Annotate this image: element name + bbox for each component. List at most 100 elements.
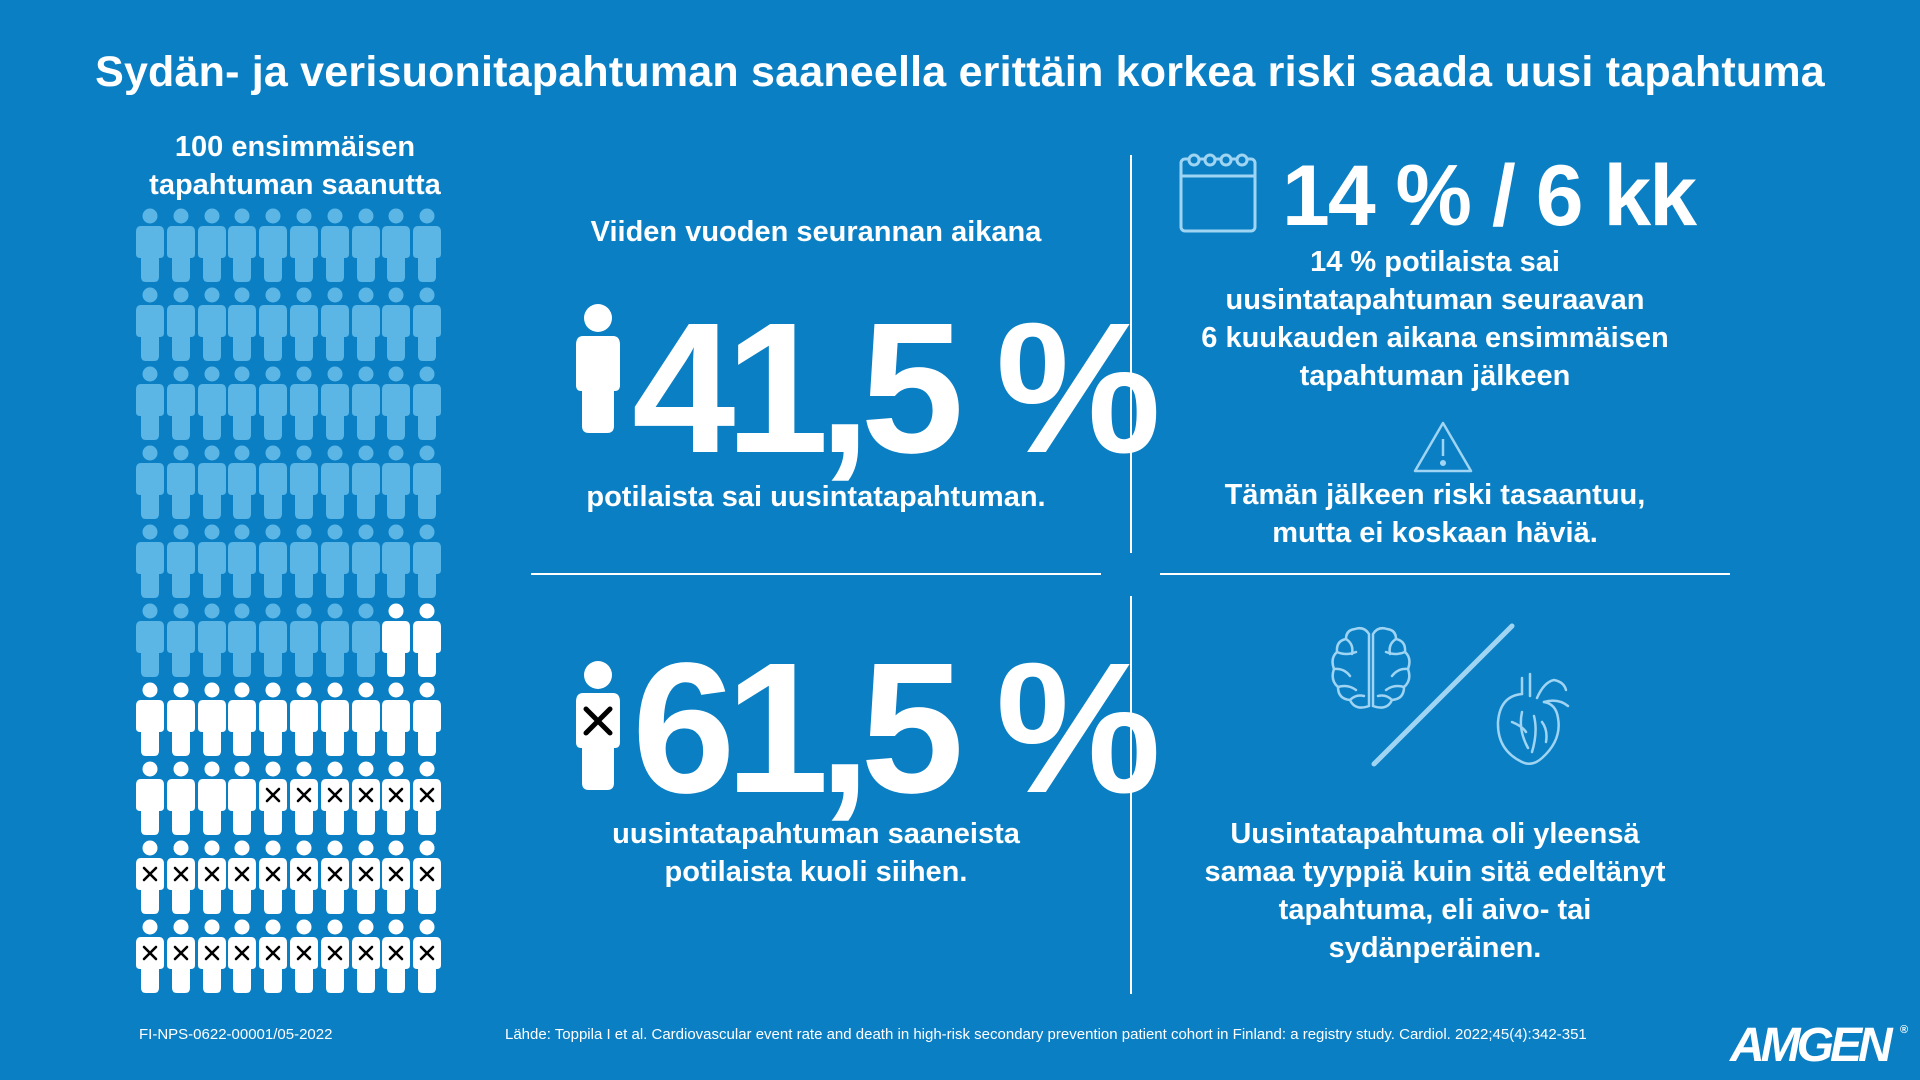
person-icon — [320, 366, 350, 440]
person-icon — [351, 524, 381, 598]
person-recurrent-icon — [258, 682, 288, 756]
person-icon — [258, 524, 288, 598]
person-icon — [197, 603, 227, 677]
person-recurrent-icon — [227, 682, 257, 756]
person-icon — [197, 208, 227, 282]
six-month-stat: 14 % / 6 kk — [1282, 148, 1697, 244]
person-icon — [258, 287, 288, 361]
type-line-3: tapahtuma, eli aivo- tai — [1278, 894, 1592, 926]
divider-horizontal-left — [531, 573, 1101, 575]
person-recurrent-icon — [135, 761, 165, 835]
person-died-icon — [289, 919, 319, 993]
person-icon — [135, 524, 165, 598]
person-icon — [227, 366, 257, 440]
person-icon — [166, 366, 196, 440]
person-died-icon — [135, 919, 165, 993]
person-recurrent-icon — [320, 682, 350, 756]
person-died-icon — [412, 761, 442, 835]
person-died-icon — [320, 840, 350, 914]
person-icon — [197, 287, 227, 361]
person-icon — [166, 603, 196, 677]
slash-divider — [1366, 622, 1516, 768]
person-died-icon — [258, 919, 288, 993]
divider-horizontal-right — [1160, 573, 1730, 575]
person-icon — [412, 208, 442, 282]
person-icon — [197, 445, 227, 519]
risk-note-line-2: mutta ei koskaan häviä. — [1272, 517, 1598, 549]
people-grid — [135, 208, 455, 1008]
person-recurrent-icon — [197, 682, 227, 756]
six-month-line-3: 6 kuukauden aikana ensimmäisen — [1201, 322, 1669, 354]
divider-vertical-bottom — [1130, 596, 1132, 994]
six-month-line-1: 14 % potilaista sai — [1310, 246, 1560, 278]
person-icon — [258, 366, 288, 440]
person-recurrent-icon — [381, 682, 411, 756]
person-died-icon — [258, 840, 288, 914]
mortality-description-line-1: uusintatapahtuman saaneista — [612, 818, 1020, 850]
person-icon — [197, 524, 227, 598]
person-icon — [412, 445, 442, 519]
person-crossed-icon — [574, 660, 622, 790]
type-description: Uusintatapahtuma oli yleensä samaa tyypp… — [1160, 815, 1710, 967]
followup-heading: Viiden vuoden seurannan aikana — [590, 216, 1042, 248]
amgen-logo: AMGEN — [1730, 1019, 1893, 1072]
document-code: FI-NPS-0622-00001/05-2022 — [139, 1026, 333, 1043]
person-icon — [227, 603, 257, 677]
person-icon — [412, 524, 442, 598]
person-icon — [166, 524, 196, 598]
heart-icon — [1492, 672, 1572, 768]
person-icon — [351, 603, 381, 677]
person-recurrent-icon — [197, 761, 227, 835]
person-icon — [320, 287, 350, 361]
risk-note-line-1: Tämän jälkeen riski tasaantuu, — [1224, 479, 1646, 511]
divider-vertical-top — [1130, 155, 1132, 553]
person-icon — [227, 287, 257, 361]
person-icon — [351, 287, 381, 361]
person-recurrent-icon — [351, 682, 381, 756]
type-line-2: samaa tyyppiä kuin sitä edeltänyt — [1204, 856, 1666, 888]
person-icon — [289, 208, 319, 282]
person-recurrent-icon — [412, 603, 442, 677]
person-icon — [258, 445, 288, 519]
person-died-icon — [135, 840, 165, 914]
person-icon — [227, 524, 257, 598]
person-icon — [412, 366, 442, 440]
registered-mark: ® — [1900, 1024, 1909, 1036]
person-died-icon — [197, 840, 227, 914]
person-icon — [320, 208, 350, 282]
person-died-icon — [381, 761, 411, 835]
person-icon — [135, 366, 165, 440]
person-died-icon — [412, 840, 442, 914]
person-icon — [166, 208, 196, 282]
person-icon — [135, 287, 165, 361]
person-icon — [289, 524, 319, 598]
page-title: Sydän- ja verisuonitapahtuman saaneella … — [95, 48, 1825, 96]
person-icon — [227, 208, 257, 282]
person-died-icon — [320, 761, 350, 835]
six-month-line-4: tapahtuman jälkeen — [1299, 360, 1571, 392]
person-icon — [381, 445, 411, 519]
person-died-icon — [381, 840, 411, 914]
recurrence-percent: 41,5 % — [632, 285, 1161, 492]
type-line-4: sydänperäinen. — [1328, 932, 1542, 964]
person-icon — [135, 445, 165, 519]
mortality-description-line-2: potilaista kuoli siihen. — [664, 856, 968, 888]
person-icon — [412, 287, 442, 361]
grid-caption-line-1: 100 ensimmäisen — [174, 131, 416, 163]
person-icon — [258, 208, 288, 282]
mortality-percent: 61,5 % — [632, 625, 1161, 832]
six-month-line-2: uusintatapahtuman seuraavan — [1225, 284, 1645, 316]
person-icon — [135, 208, 165, 282]
person-icon — [227, 445, 257, 519]
person-icon — [166, 445, 196, 519]
person-icon — [320, 603, 350, 677]
person-died-icon — [166, 840, 196, 914]
person-icon — [197, 366, 227, 440]
person-recurrent-icon — [166, 761, 196, 835]
person-died-icon — [289, 840, 319, 914]
grid-caption-line-2: tapahtuman saanutta — [149, 169, 441, 201]
person-icon — [289, 366, 319, 440]
person-died-icon — [166, 919, 196, 993]
person-icon — [381, 524, 411, 598]
person-recurrent-icon — [289, 682, 319, 756]
